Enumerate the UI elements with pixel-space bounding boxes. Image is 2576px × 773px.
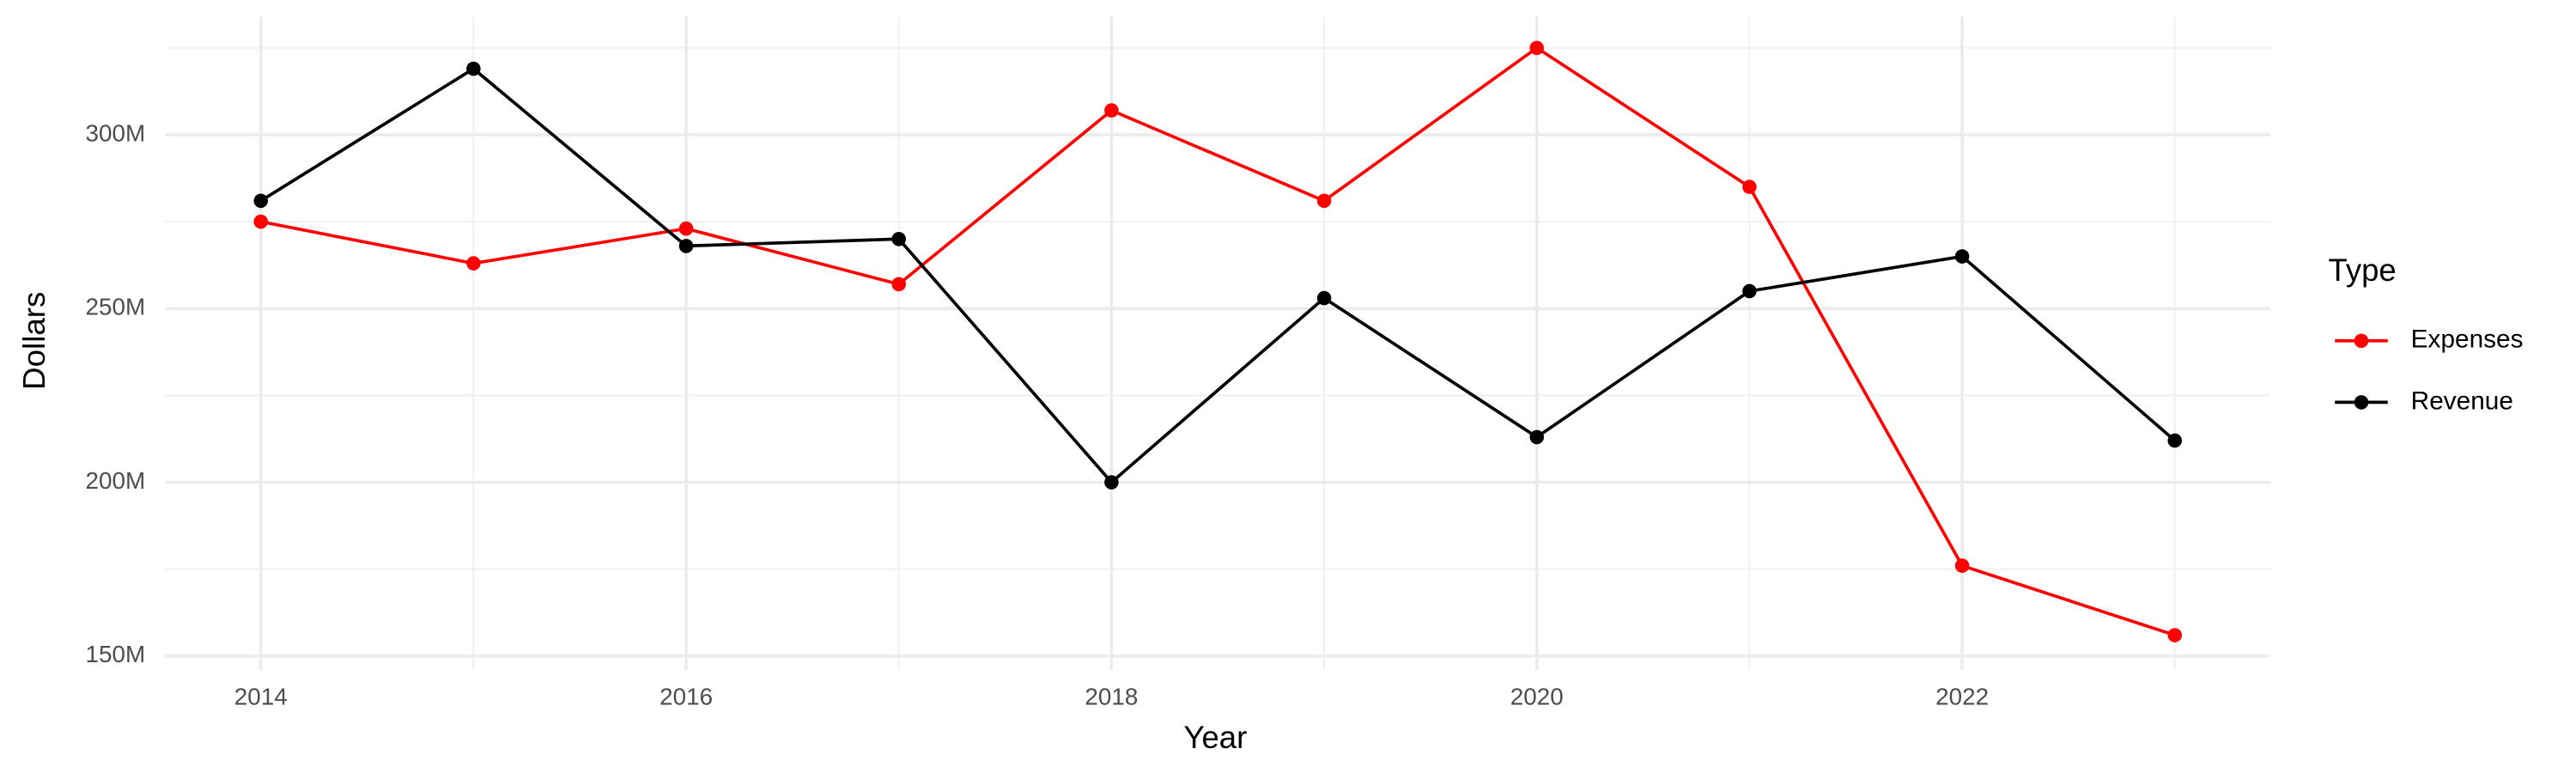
y-tick-label: 150M (85, 641, 145, 667)
data-point (2167, 433, 2183, 448)
x-tick-label: 2014 (234, 683, 288, 709)
legend-swatch-point (2354, 333, 2369, 349)
legend: Expenses Revenue (2335, 326, 2524, 415)
data-point (1529, 429, 1545, 445)
grid (165, 16, 2271, 670)
data-point (891, 231, 907, 247)
x-axis-title: Year (1183, 720, 1247, 755)
data-point (1316, 290, 1332, 306)
legend-swatch-point (2354, 395, 2369, 410)
y-tick-label: 300M (85, 119, 145, 146)
legend-label: Expenses (2411, 326, 2524, 354)
data-point (1316, 193, 1332, 209)
data-point (1529, 40, 1545, 56)
y-axis-title: Dollars (16, 292, 52, 390)
data-point (466, 256, 481, 271)
data-point (1742, 180, 1757, 194)
series-line (260, 46, 2176, 637)
legend-title: Type (2329, 253, 2397, 288)
y-tick-label: 250M (85, 294, 145, 320)
data-point (466, 61, 481, 76)
data-point (1104, 475, 1119, 490)
x-tick-label: 2016 (659, 683, 713, 709)
data-point (1742, 283, 1757, 299)
data-point (1954, 558, 1970, 573)
series-line (259, 66, 2176, 485)
data-point (678, 221, 694, 236)
data-point (1104, 103, 1119, 118)
data-point (2167, 628, 2183, 642)
data-point (253, 193, 269, 209)
x-tick-label: 2020 (1510, 683, 1564, 709)
legend-label: Revenue (2411, 386, 2513, 415)
y-tick-label: 200M (85, 467, 145, 494)
data-point (1954, 249, 1970, 264)
x-tick-label: 2018 (1084, 683, 1138, 709)
x-tick-label: 2022 (1935, 683, 1989, 709)
data-point (891, 277, 907, 292)
plot-area (253, 40, 2183, 642)
data-point (678, 239, 694, 253)
data-point (253, 214, 269, 229)
